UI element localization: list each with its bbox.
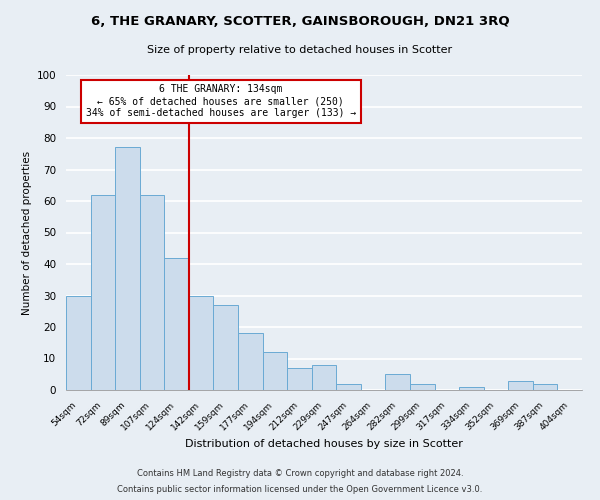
- Bar: [287, 368, 312, 390]
- Bar: [508, 380, 533, 390]
- Bar: [459, 387, 484, 390]
- Bar: [115, 148, 140, 390]
- Text: 6 THE GRANARY: 134sqm
← 65% of detached houses are smaller (250)
34% of semi-det: 6 THE GRANARY: 134sqm ← 65% of detached …: [86, 84, 356, 117]
- Bar: [189, 296, 214, 390]
- Bar: [164, 258, 189, 390]
- Text: Contains HM Land Registry data © Crown copyright and database right 2024.: Contains HM Land Registry data © Crown c…: [137, 468, 463, 477]
- Bar: [385, 374, 410, 390]
- Bar: [238, 334, 263, 390]
- Bar: [91, 194, 115, 390]
- Bar: [312, 365, 336, 390]
- Text: 6, THE GRANARY, SCOTTER, GAINSBOROUGH, DN21 3RQ: 6, THE GRANARY, SCOTTER, GAINSBOROUGH, D…: [91, 15, 509, 28]
- Bar: [140, 194, 164, 390]
- Bar: [214, 305, 238, 390]
- Bar: [533, 384, 557, 390]
- Y-axis label: Number of detached properties: Number of detached properties: [22, 150, 32, 314]
- Bar: [263, 352, 287, 390]
- Bar: [336, 384, 361, 390]
- Text: Contains public sector information licensed under the Open Government Licence v3: Contains public sector information licen…: [118, 485, 482, 494]
- Bar: [66, 296, 91, 390]
- X-axis label: Distribution of detached houses by size in Scotter: Distribution of detached houses by size …: [185, 439, 463, 449]
- Text: Size of property relative to detached houses in Scotter: Size of property relative to detached ho…: [148, 45, 452, 55]
- Bar: [410, 384, 434, 390]
